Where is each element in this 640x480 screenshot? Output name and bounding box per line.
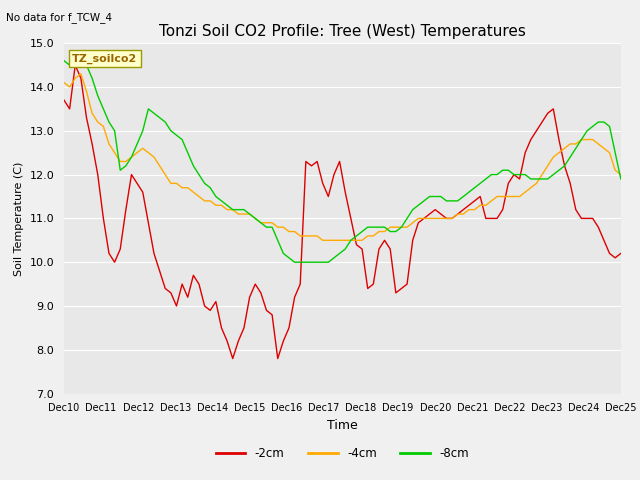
Legend: -2cm, -4cm, -8cm: -2cm, -4cm, -8cm [211, 443, 474, 465]
Text: No data for f_TCW_4: No data for f_TCW_4 [6, 12, 113, 23]
X-axis label: Time: Time [327, 419, 358, 432]
Title: Tonzi Soil CO2 Profile: Tree (West) Temperatures: Tonzi Soil CO2 Profile: Tree (West) Temp… [159, 24, 526, 39]
Text: TZ_soilco2: TZ_soilco2 [72, 54, 138, 64]
Y-axis label: Soil Temperature (C): Soil Temperature (C) [14, 161, 24, 276]
